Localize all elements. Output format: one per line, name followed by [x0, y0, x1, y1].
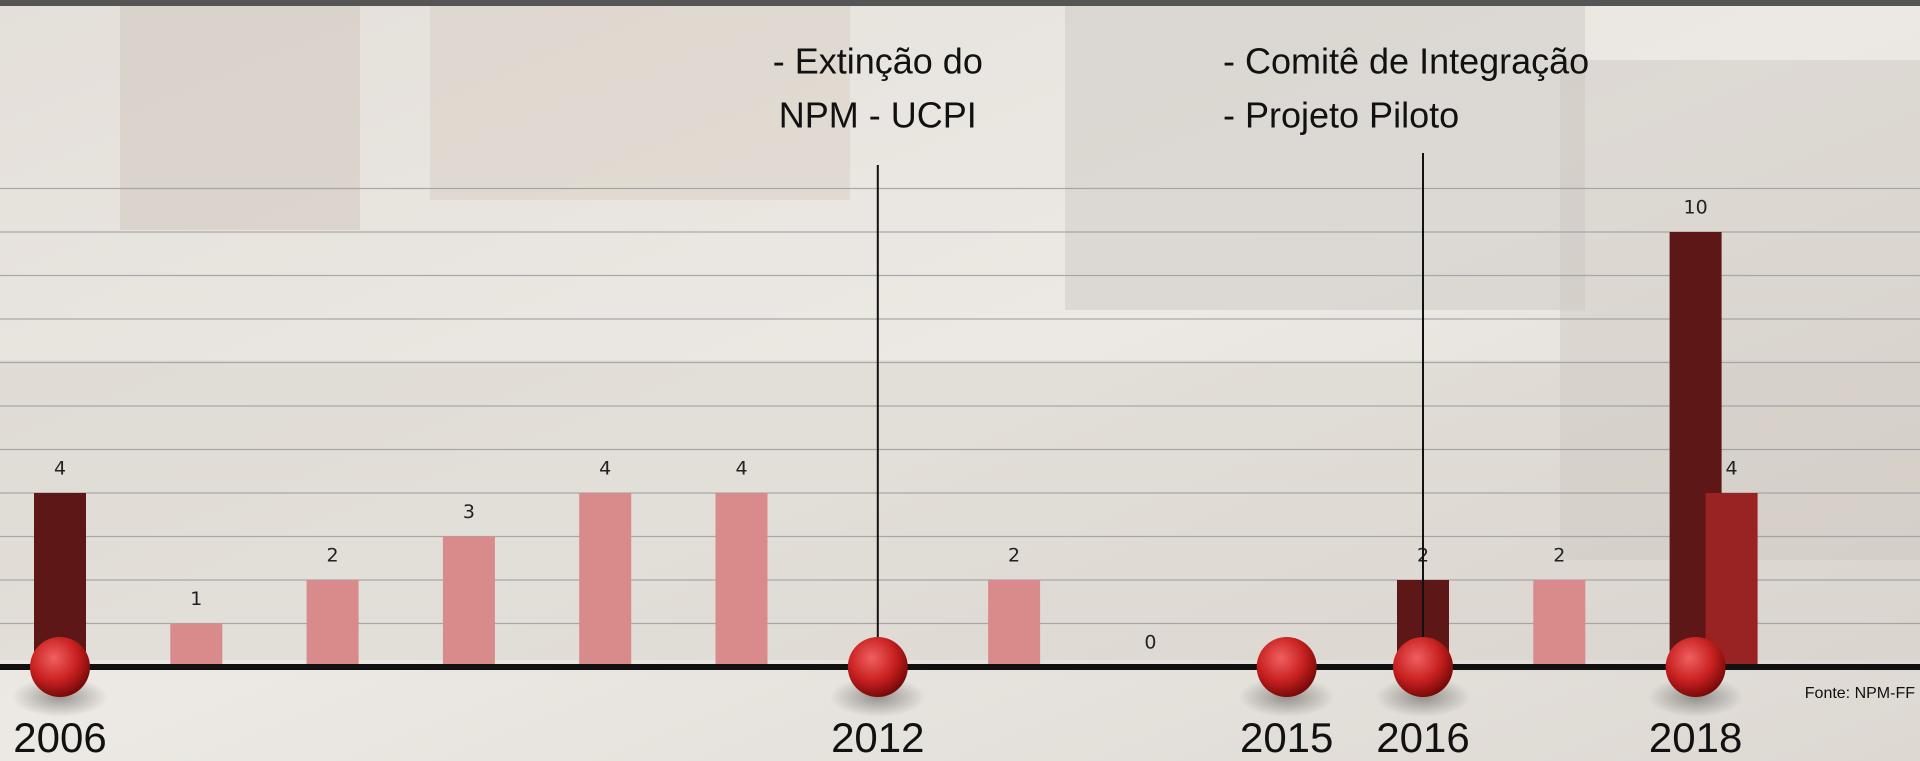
timeline-markers	[12, 637, 1744, 717]
timeline-marker	[1393, 637, 1453, 697]
timeline-marker	[847, 637, 908, 697]
annotation-text: - Comitê de Integração	[1223, 41, 1589, 82]
top-bar	[0, 0, 1920, 6]
background-photo	[1560, 60, 1920, 560]
source: Fonte: NPM-FF	[1805, 685, 1915, 702]
background-photo	[1065, 0, 1585, 310]
x-tick-label: 2012	[831, 714, 924, 761]
timeline-marker	[1665, 637, 1726, 697]
annotation-text: NPM - UCPI	[779, 95, 977, 136]
value-label: 4	[599, 458, 611, 480]
value-label: 4	[54, 458, 66, 480]
bar	[1533, 580, 1586, 667]
x-tick-label: 2006	[13, 714, 106, 761]
bar	[579, 493, 632, 667]
bar	[988, 580, 1041, 667]
value-label: 2	[1553, 545, 1565, 567]
value-label: 4	[735, 458, 747, 480]
value-label: 10	[1684, 197, 1708, 219]
value-label: 3	[463, 501, 475, 523]
timeline-marker	[30, 637, 90, 697]
background-photo	[120, 0, 360, 230]
bars	[34, 232, 1758, 667]
x-tick-label: 2018	[1649, 714, 1742, 761]
annotation-text: - Projeto Piloto	[1223, 95, 1459, 136]
background-photo	[430, 0, 850, 200]
annotation-text: - Extinção do	[773, 41, 983, 82]
bar	[1705, 493, 1758, 667]
bar	[442, 536, 495, 667]
value-label: 0	[1144, 632, 1156, 654]
x-tick-label: 2016	[1376, 714, 1469, 761]
x-tick-label: 2015	[1240, 714, 1333, 761]
timeline-marker	[1256, 637, 1317, 697]
value-label: 2	[1008, 545, 1020, 567]
value-label: 4	[1726, 458, 1738, 480]
bar	[715, 493, 768, 667]
value-label: 1	[190, 588, 202, 610]
background-photo	[0, 360, 1920, 660]
bar	[170, 623, 223, 667]
bar	[306, 580, 359, 667]
value-label: 2	[327, 545, 339, 567]
